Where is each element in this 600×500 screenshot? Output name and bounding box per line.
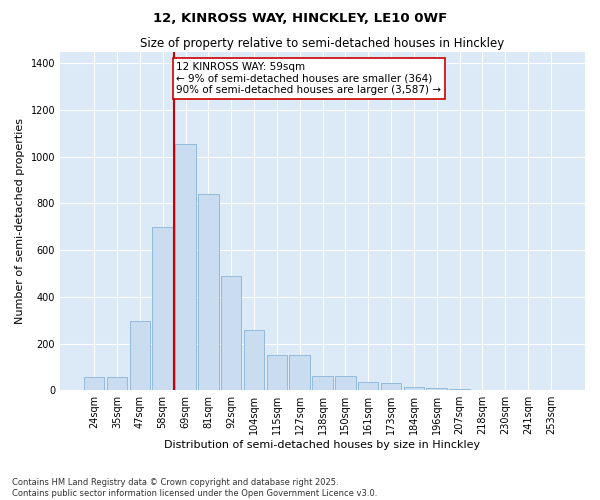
- Text: Contains HM Land Registry data © Crown copyright and database right 2025.
Contai: Contains HM Land Registry data © Crown c…: [12, 478, 377, 498]
- Bar: [266, 355, 287, 390]
- Bar: [449, 389, 470, 390]
- Bar: [198, 194, 218, 390]
- Bar: [404, 386, 424, 390]
- Bar: [175, 144, 196, 390]
- Bar: [335, 376, 356, 390]
- Bar: [289, 355, 310, 390]
- Bar: [107, 378, 127, 390]
- Bar: [244, 330, 264, 390]
- Bar: [84, 378, 104, 390]
- Bar: [221, 276, 241, 390]
- Bar: [152, 227, 173, 390]
- X-axis label: Distribution of semi-detached houses by size in Hinckley: Distribution of semi-detached houses by …: [164, 440, 481, 450]
- Bar: [312, 376, 333, 390]
- Bar: [130, 322, 150, 390]
- Text: 12, KINROSS WAY, HINCKLEY, LE10 0WF: 12, KINROSS WAY, HINCKLEY, LE10 0WF: [153, 12, 447, 26]
- Text: 12 KINROSS WAY: 59sqm
← 9% of semi-detached houses are smaller (364)
90% of semi: 12 KINROSS WAY: 59sqm ← 9% of semi-detac…: [176, 62, 442, 95]
- Bar: [427, 388, 447, 390]
- Bar: [381, 383, 401, 390]
- Y-axis label: Number of semi-detached properties: Number of semi-detached properties: [15, 118, 25, 324]
- Title: Size of property relative to semi-detached houses in Hinckley: Size of property relative to semi-detach…: [140, 38, 505, 51]
- Bar: [358, 382, 379, 390]
